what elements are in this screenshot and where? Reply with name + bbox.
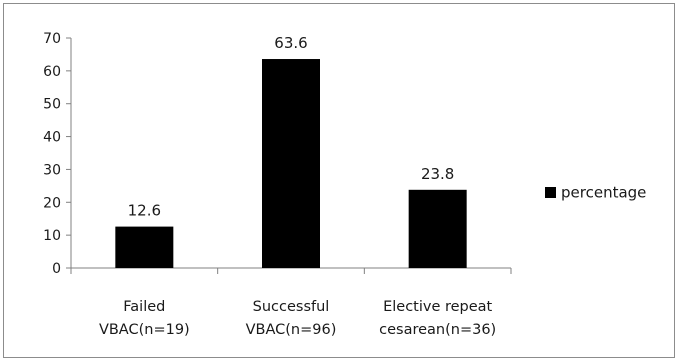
data-label: 12.6 [128, 202, 161, 220]
x-tick-label: Successful [253, 299, 330, 315]
x-tick-label: cesarean(n=36) [379, 322, 496, 338]
legend: percentage [545, 184, 646, 202]
data-label: 23.8 [421, 165, 454, 183]
x-tick-label: VBAC(n=19) [99, 322, 190, 338]
chart-frame: 0 10 20 30 40 50 60 70 Failed VBAC(n=19) Successf… [3, 3, 675, 358]
y-tick-label: 10 [43, 228, 61, 244]
y-tick-label: 0 [52, 261, 61, 277]
data-label: 63.6 [274, 34, 307, 52]
y-axis: 0 10 20 30 40 50 60 70 [43, 31, 72, 277]
y-tick-label: 60 [43, 64, 61, 80]
y-tick-label: 30 [43, 162, 61, 178]
y-tick-label: 50 [43, 97, 61, 113]
bar [115, 226, 174, 268]
x-axis: Failed VBAC(n=19) Successful VBAC(n=96) Elec… [70, 267, 512, 338]
bar [408, 189, 467, 268]
y-tick-label: 40 [43, 130, 61, 146]
legend-swatch [545, 187, 556, 198]
x-tick-label: Elective repeat [383, 299, 492, 315]
legend-label: percentage [561, 184, 646, 202]
bars [115, 59, 467, 269]
bar [262, 59, 320, 269]
x-tick-label: Failed [123, 299, 165, 315]
data-labels: 12.6 63.6 23.8 [128, 34, 455, 220]
y-tick-label: 20 [43, 195, 61, 211]
bar-chart: 0 10 20 30 40 50 60 70 Failed VBAC(n=19) Successf… [43, 31, 646, 338]
y-tick-label: 70 [43, 31, 61, 47]
x-tick-label: VBAC(n=96) [246, 322, 337, 338]
